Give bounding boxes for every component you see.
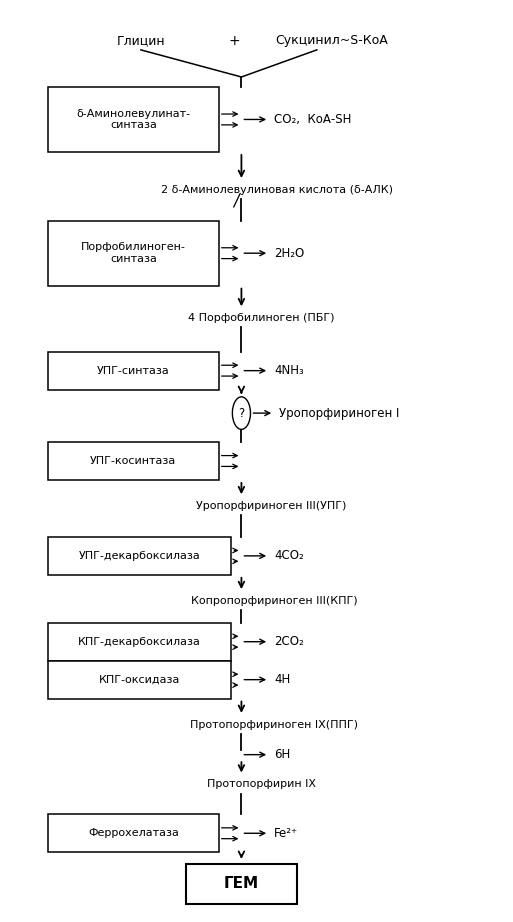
- Text: УПГ-косинтаза: УПГ-косинтаза: [90, 456, 176, 466]
- FancyBboxPatch shape: [48, 814, 219, 852]
- Text: Уропорфириноген I: Уропорфириноген I: [279, 407, 400, 420]
- FancyBboxPatch shape: [48, 661, 231, 699]
- Text: Глицин: Глицин: [116, 34, 165, 47]
- Text: δ-Аминолевулинат-
синтаза: δ-Аминолевулинат- синтаза: [76, 109, 190, 130]
- Text: 2CO₂: 2CO₂: [274, 635, 304, 648]
- Text: Сукцинил~S-КоА: Сукцинил~S-КоА: [275, 34, 388, 47]
- Text: Уропорфириноген III(УПГ): Уропорфириноген III(УПГ): [196, 502, 347, 511]
- Text: 2 δ-Аминолевулиновая кислота (δ-АЛК): 2 δ-Аминолевулиновая кислота (δ-АЛК): [161, 185, 392, 195]
- Text: 4H: 4H: [274, 673, 290, 686]
- FancyBboxPatch shape: [48, 442, 219, 480]
- Text: ГЕМ: ГЕМ: [224, 877, 259, 892]
- Text: 4CO₂: 4CO₂: [274, 550, 304, 562]
- Text: 4NH₃: 4NH₃: [274, 364, 304, 377]
- FancyBboxPatch shape: [48, 537, 231, 574]
- Text: Копропорфириноген III(КПГ): Копропорфириноген III(КПГ): [191, 596, 358, 606]
- FancyBboxPatch shape: [48, 220, 219, 286]
- Text: КПГ-декарбоксилаза: КПГ-декарбоксилаза: [78, 637, 201, 646]
- FancyBboxPatch shape: [186, 864, 297, 904]
- Text: CO₂,  КоА-SH: CO₂, КоА-SH: [274, 113, 351, 126]
- Text: Феррохелатаза: Феррохелатаза: [88, 828, 179, 838]
- Circle shape: [232, 396, 250, 430]
- Text: УПГ-синтаза: УПГ-синтаза: [97, 366, 170, 375]
- FancyBboxPatch shape: [48, 622, 231, 661]
- Text: ?: ?: [239, 407, 245, 420]
- FancyBboxPatch shape: [48, 87, 219, 152]
- Text: Протопорфирин IX: Протопорфирин IX: [207, 779, 316, 789]
- Text: 6H: 6H: [274, 748, 290, 762]
- Text: 4 Порфобилиноген (ПБГ): 4 Порфобилиноген (ПБГ): [188, 313, 335, 324]
- Text: Порфобилиноген-
синтаза: Порфобилиноген- синтаза: [81, 242, 186, 264]
- FancyBboxPatch shape: [48, 351, 219, 390]
- Text: КПГ-оксидаза: КПГ-оксидаза: [99, 675, 180, 685]
- Text: +: +: [228, 34, 240, 48]
- Text: 2H₂O: 2H₂O: [274, 247, 304, 260]
- Text: УПГ-декарбоксилаза: УПГ-декарбоксилаза: [78, 550, 201, 561]
- Text: Протопорфириноген IX(ППГ): Протопорфириноген IX(ППГ): [190, 720, 358, 730]
- Text: /: /: [233, 192, 239, 210]
- Text: Fe²⁺: Fe²⁺: [274, 827, 298, 840]
